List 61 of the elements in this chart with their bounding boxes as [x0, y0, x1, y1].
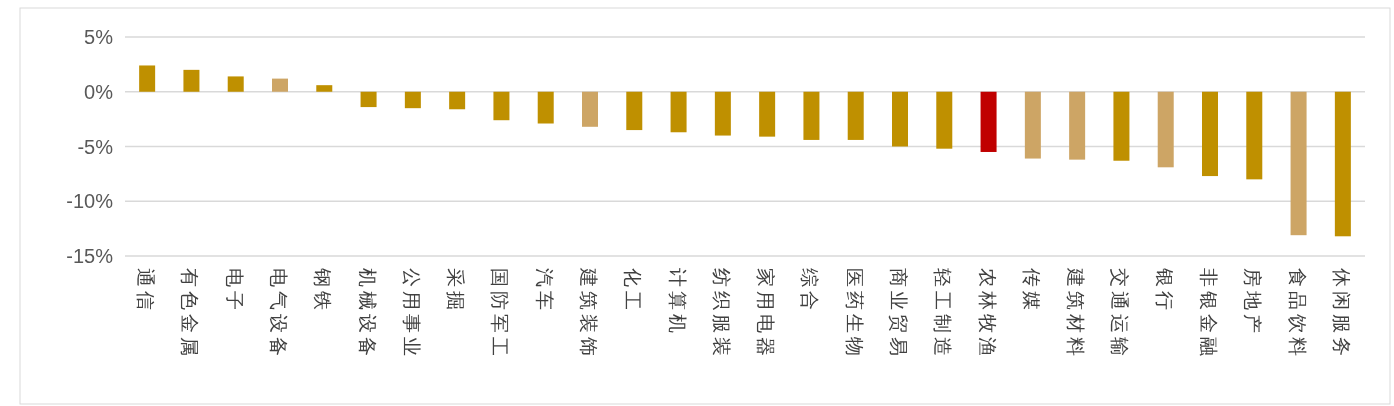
- x-tick-label: 化工: [622, 268, 644, 314]
- x-tick-label: 非银金融: [1198, 268, 1219, 360]
- x-tick-label: 综合: [799, 268, 821, 314]
- bar: [449, 91, 466, 110]
- bar: [1334, 91, 1351, 237]
- x-tick-label: 家用电器: [755, 268, 777, 360]
- bar: [360, 91, 377, 108]
- y-tick-label: -15%: [66, 245, 114, 267]
- bar: [272, 78, 288, 92]
- x-tick-label: 食品饮料: [1286, 268, 1308, 360]
- bar: [1157, 91, 1174, 168]
- x-tick-label: 通信: [135, 268, 157, 314]
- x-tick-label: 农林牧渔: [976, 268, 998, 360]
- bar: [803, 91, 820, 140]
- x-tick-label: 电子: [223, 268, 245, 314]
- bar: [537, 91, 554, 124]
- x-tick-label: 银行: [1153, 267, 1175, 314]
- bar: [936, 91, 953, 149]
- x-tick-label: 纺织服装: [710, 268, 732, 360]
- bar: [847, 91, 864, 140]
- x-tick-label: 建筑装饰: [578, 267, 599, 360]
- x-tick-label: 有色金属: [179, 268, 201, 360]
- x-tick-label: 轻工制造: [932, 268, 954, 360]
- bar: [582, 91, 598, 127]
- bar: [493, 91, 510, 121]
- x-tick-label: 建筑材料: [1065, 267, 1087, 360]
- bar: [714, 91, 731, 136]
- bar: [759, 91, 776, 137]
- bar: [1113, 91, 1130, 161]
- bar: [404, 91, 421, 109]
- y-tick-label: -5%: [77, 135, 114, 158]
- bar: [1246, 91, 1263, 180]
- x-tick-label: 休闲服务: [1330, 268, 1352, 360]
- y-tick-label: -10%: [66, 190, 114, 213]
- bar: [1069, 91, 1086, 160]
- x-tick-label: 房地产: [1242, 268, 1264, 337]
- x-tick-label: 采掘: [445, 268, 467, 314]
- bar: [139, 65, 156, 92]
- x-tick-label: 计算机: [666, 268, 688, 337]
- bar: [227, 76, 244, 92]
- bar: [980, 91, 997, 152]
- x-tick-label: 汽车: [533, 268, 555, 314]
- bar: [183, 69, 200, 92]
- bar: [670, 91, 687, 133]
- x-tick-label: 交通运输: [1109, 268, 1131, 360]
- bar: [1290, 91, 1307, 236]
- x-tick-label: 电气设备: [268, 268, 289, 360]
- y-tick-label: 0%: [84, 80, 114, 103]
- bar: [892, 91, 908, 147]
- bar: [1024, 91, 1041, 159]
- x-tick-label: 医药生物: [843, 268, 865, 360]
- x-tick-label: 传媒: [1020, 268, 1042, 314]
- x-tick-label: 机械设备: [356, 268, 378, 360]
- y-tick-label: 5%: [84, 26, 114, 48]
- x-tick-label: 商业贸易: [888, 268, 909, 360]
- bar: [626, 91, 643, 131]
- x-tick-label: 国防军工: [489, 268, 511, 360]
- bar: [316, 85, 333, 92]
- bar: [1202, 91, 1218, 177]
- x-tick-label: 钢铁: [312, 267, 334, 314]
- x-tick-label: 公用事业: [400, 268, 422, 360]
